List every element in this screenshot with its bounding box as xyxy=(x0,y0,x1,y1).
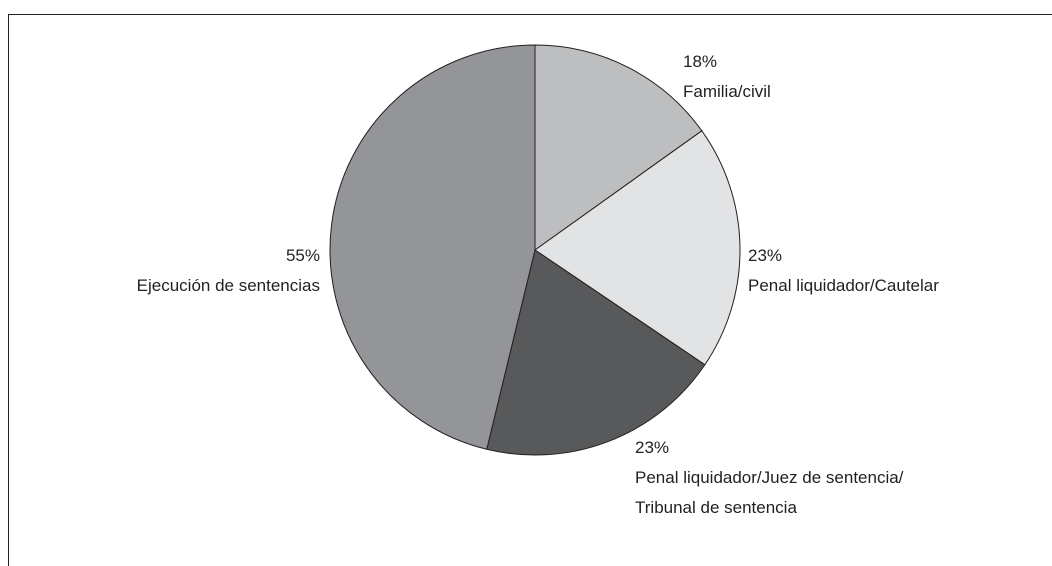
value-label: 23% xyxy=(635,438,670,457)
slice-label: 55% Ejecución de sentencias xyxy=(137,241,320,301)
slice-label: 23% Penal liquidador/Cautelar xyxy=(748,241,939,301)
category-label: Ejecución de sentencias xyxy=(136,276,320,295)
pie-slice xyxy=(329,44,536,450)
pie-slice xyxy=(486,249,706,456)
pie-slice xyxy=(534,44,703,251)
value-label: 23% xyxy=(748,246,783,265)
category-label: Familia/civil xyxy=(683,82,771,101)
category-label: Penal liquidador/Cautelar xyxy=(748,276,939,295)
slice-label: 18% Familia/civil xyxy=(683,47,771,107)
slice-label: 23% Penal liquidador/Juez de sentencia/ T… xyxy=(635,433,903,523)
value-label: 18% xyxy=(683,52,718,71)
value-label: 55% xyxy=(285,246,320,265)
category-label: Penal liquidador/Juez de sentencia/ Trib… xyxy=(635,468,904,517)
pie-slice xyxy=(534,130,741,366)
